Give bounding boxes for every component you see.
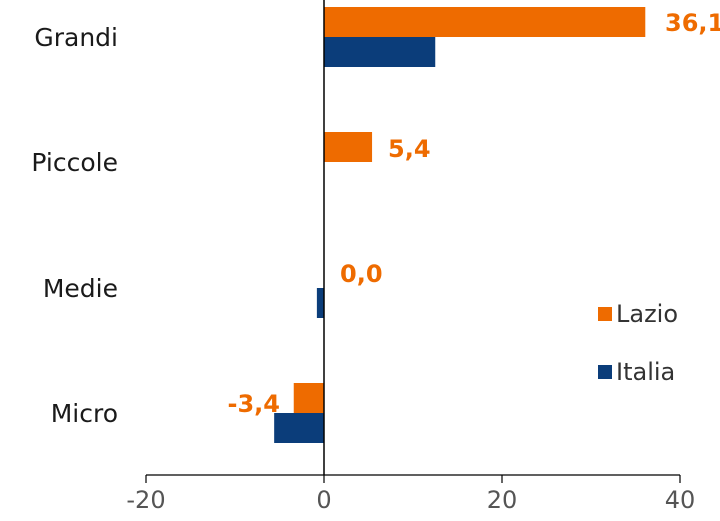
x-tick-label: 20 (487, 486, 518, 514)
x-tick-label: 0 (316, 486, 331, 514)
data-label-micro: -3,4 (228, 390, 280, 418)
data-labels: 36,1 5,4 0,0 -3,4 (228, 9, 720, 418)
category-label-medie: Medie (43, 274, 118, 303)
x-tick-label: -20 (126, 486, 165, 514)
data-label-grandi: 36,1 (665, 9, 720, 37)
bar-italia-grandi (324, 37, 436, 67)
legend-swatch-italia (598, 365, 612, 379)
data-label-piccole: 5,4 (388, 135, 431, 163)
x-tick-label: 40 (665, 486, 696, 514)
data-label-medie: 0,0 (340, 260, 383, 288)
bar-lazio-micro (293, 383, 324, 413)
bar-lazio-piccole (324, 132, 373, 162)
bar-italia-medie (316, 288, 324, 318)
category-label-piccole: Piccole (31, 148, 118, 177)
bars (274, 7, 646, 443)
bar-lazio-grandi (324, 7, 646, 37)
category-label-micro: Micro (51, 399, 118, 428)
legend-label-lazio: Lazio (616, 300, 678, 328)
legend-swatch-lazio (598, 307, 612, 321)
legend-label-italia: Italia (616, 358, 675, 386)
bar-italia-micro (274, 413, 324, 443)
category-labels: Grandi Piccole Medie Micro (31, 23, 118, 428)
category-label-grandi: Grandi (34, 23, 118, 52)
axes: -20 0 20 40 (126, 0, 695, 514)
legend: Lazio Italia (598, 300, 678, 386)
